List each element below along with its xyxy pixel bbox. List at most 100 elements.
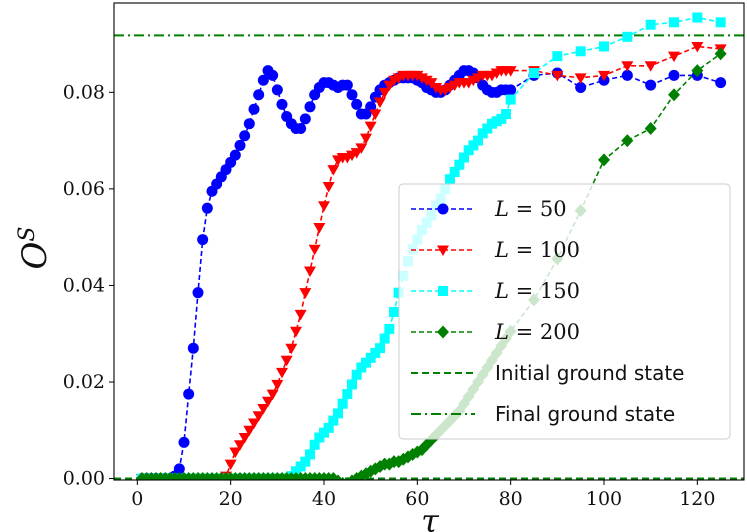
legend-marker (437, 203, 449, 215)
data-point (234, 139, 246, 151)
data-point (243, 118, 255, 130)
data-point (598, 70, 610, 82)
data-point (173, 463, 185, 475)
data-point (267, 69, 279, 81)
legend-var: L (494, 320, 509, 344)
x-tick-label: 80 (499, 488, 523, 510)
data-point (622, 31, 633, 42)
legend-entry: L = 100 (411, 238, 580, 262)
data-point (280, 355, 293, 367)
data-point (691, 41, 704, 53)
data-point (201, 202, 213, 214)
data-point (645, 79, 657, 91)
data-point (262, 396, 274, 408)
legend-entry: Initial ground state (411, 361, 684, 385)
data-point (668, 88, 680, 102)
data-point (621, 69, 633, 81)
data-point (271, 379, 284, 391)
data-point (384, 323, 395, 334)
data-point (505, 84, 517, 96)
data-point (285, 343, 298, 355)
data-point (449, 166, 460, 177)
data-point (347, 379, 357, 390)
x-tick-label: 40 (312, 488, 336, 510)
legend-value: 100 (540, 238, 580, 262)
legend-label: L = 50 (494, 197, 567, 221)
data-point (644, 61, 657, 72)
legend-eq: = (509, 197, 540, 221)
y-tick-label: 0.08 (63, 81, 105, 103)
legend-eq: = (509, 320, 540, 344)
y-axis-label-superscript: S (15, 227, 40, 242)
data-point (294, 309, 307, 321)
data-point (328, 415, 339, 426)
y-axis-label-base: O (15, 241, 55, 269)
data-point (351, 369, 362, 380)
data-point (257, 74, 269, 86)
data-point (529, 68, 539, 79)
series-50 (136, 65, 727, 480)
legend-entry: L = 50 (411, 197, 567, 221)
data-point (668, 51, 680, 63)
data-point (346, 89, 358, 101)
data-point (183, 388, 195, 400)
data-point (574, 73, 587, 84)
data-point (552, 51, 563, 62)
data-point (459, 152, 469, 163)
data-point (322, 181, 335, 193)
data-point (229, 447, 242, 458)
data-point (197, 234, 209, 246)
data-point (360, 133, 372, 145)
data-point (369, 109, 382, 121)
legend-label: L = 200 (494, 320, 580, 344)
data-point (295, 123, 307, 135)
data-point (300, 456, 311, 467)
legend-value: 150 (540, 279, 580, 303)
legend-value: 50 (540, 197, 567, 221)
legend-label: Final ground state (495, 402, 675, 426)
x-tick-label: 120 (679, 488, 715, 510)
data-point (299, 113, 311, 125)
data-point (333, 408, 343, 419)
data-point (644, 122, 657, 136)
data-point (669, 17, 679, 28)
legend-marker (438, 286, 448, 296)
data-point (351, 98, 363, 110)
plot-frame (113, 2, 745, 481)
data-point (253, 89, 265, 101)
legend-var: L (494, 197, 509, 221)
data-point (342, 389, 353, 400)
data-point (178, 436, 190, 448)
data-point (575, 81, 587, 93)
data-point (575, 46, 586, 57)
data-point (304, 266, 316, 277)
legend-eq: = (509, 279, 540, 303)
data-point (714, 47, 727, 61)
data-point (327, 165, 340, 176)
data-point (271, 84, 283, 96)
data-point (668, 69, 680, 81)
data-point (389, 306, 399, 317)
legend-label: Initial ground state (495, 361, 684, 385)
data-point (645, 19, 656, 30)
data-point (276, 98, 288, 110)
data-point (318, 201, 330, 212)
data-point (355, 143, 368, 154)
series-layer (136, 12, 727, 480)
legend-entry: L = 150 (411, 279, 580, 303)
data-point (248, 103, 260, 115)
legend-label: L = 100 (494, 238, 580, 262)
x-tick-label: 60 (405, 488, 429, 510)
data-point (599, 41, 609, 52)
data-point (308, 244, 321, 256)
legend-var: L (494, 238, 509, 262)
data-point (341, 79, 353, 91)
data-point (192, 287, 204, 299)
x-tick-label: 20 (219, 488, 243, 510)
y-axis: 0.00 0.02 0.04 0.06 0.08 (63, 81, 114, 490)
data-point (229, 149, 241, 161)
data-point (598, 153, 610, 167)
y-tick-label: 0.00 (63, 468, 105, 490)
